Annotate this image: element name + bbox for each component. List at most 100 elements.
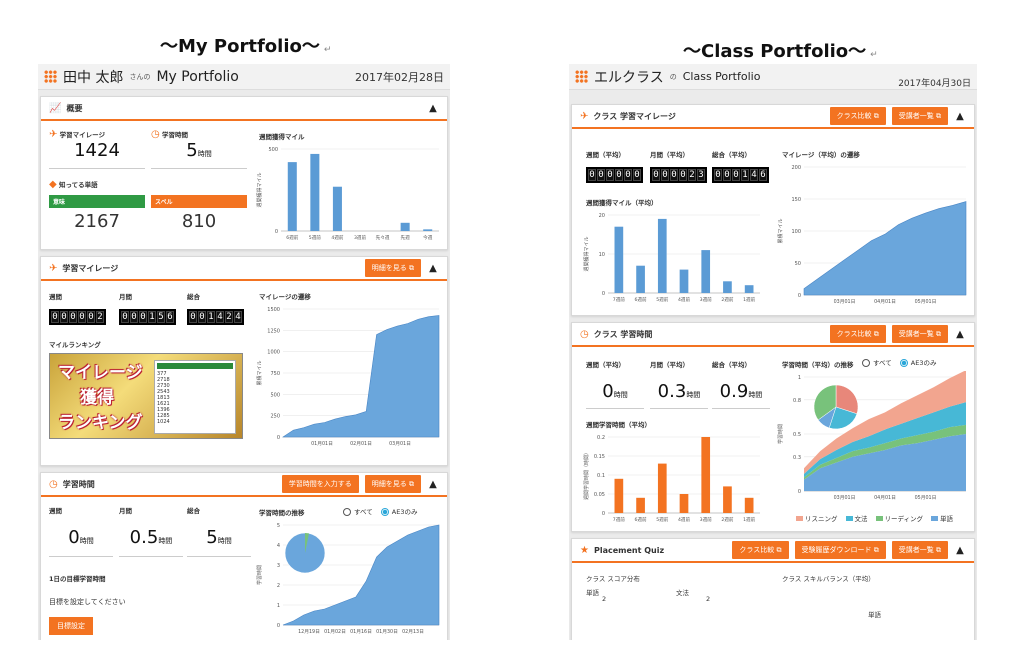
odometer-digit: 0 [87,311,95,323]
collapse-icon[interactable]: ▲ [956,110,964,122]
overview-title: 概要 [66,103,83,113]
x-tick-label: 04月01日 [874,299,896,305]
y-tick-label: 0 [277,623,280,629]
x-tick-label: 6週前 [286,234,299,241]
y-tick-label: 0.1 [597,473,605,479]
my-portfolio-screenshot: 田中 太郎 さんの My Portfolio 2017年02月28日 📈 概要 ▲ … [38,64,450,640]
odometer-digit: 0 [139,311,147,323]
current-date: 2017年02月28日 [355,70,444,84]
odometer-digit: 2 [225,311,233,323]
class-portfolio-screenshot: エルクラス の Class Portfolio 2017年04月30日 ✈ クラス… [569,64,977,640]
bar [287,162,297,231]
y-tick-label: 0.15 [594,454,605,460]
time-trend-chart: 学習時間 0 1 2 3 4 5 12月19日 01月02日 01月16日 01月30日 02月13日 [256,523,440,635]
y-tick-label: 5 [277,523,280,529]
odometer-digit: 0 [679,169,687,181]
y-axis-label: 学習時間 [777,424,784,444]
bar [679,494,689,513]
radio-ae3[interactable]: AE3のみ [899,357,937,367]
collapse-icon[interactable]: ▲ [429,262,437,274]
app-header: エルクラス の Class Portfolio 2017年04月30日 [569,64,977,90]
y-tick-label: 10 [599,252,605,258]
time-avg-trend-chart: 学習時間 0 0.3 0.5 0.8 1 03月01日 04月01日 05月01日 [777,371,966,501]
x-tick-label: 先々週 [376,234,390,241]
x-tick-label: 03月01日 [389,441,411,447]
class-compare-button[interactable]: クラス比較 ⧉ [829,107,886,125]
x-tick-label: 02月01日 [350,441,372,447]
x-tick-label: 7週前 [613,516,626,523]
pie-slice [828,406,858,430]
y-tick-label: 0 [277,435,280,441]
student-list-button[interactable]: 受講者一覧 ⧉ [891,325,948,343]
input-time-button[interactable]: 学習時間を入力する [281,475,359,493]
time-detail-button[interactable]: 明細を見る ⧉ [364,475,421,493]
x-tick-label: 02月13日 [402,629,424,635]
known-words-label: ◆ 知ってる単語 [49,179,98,190]
stacked-area-series [804,402,966,478]
radio-ae3[interactable]: AE3のみ [380,506,418,516]
overview-card: 📈 概要 ▲ ✈ 学習マイレージ 1424 ◷ 学習時間 5時間 ◆ 知ってる単語 … [40,96,448,250]
x-tick-label: 3週前 [700,296,713,303]
page-title: Class Portfolio [682,70,761,83]
mileage-ranking-banner[interactable]: マイレージ 獲得 ランキング 377 2718 2730 2543 1813 1621 13… [49,353,243,439]
menu-grid-icon[interactable] [44,70,57,83]
y-tick-label: 0.05 [594,492,605,498]
student-list-button[interactable]: 受講者一覧 ⧉ [891,107,948,125]
collapse-icon[interactable]: ▲ [956,544,964,556]
legend-item: リーディング [875,513,923,523]
legend-item: 文法 [845,513,868,523]
radio-all[interactable]: すべて [862,357,892,367]
weekly-avg-miles-chart: 週間獲得マイル 0 10 20 7週前 6週前 5週前 4週前 3週前 2週前 1週前 [583,213,760,303]
weekly-miles-chart: 週間獲得マイル 0 500 6週前 5週前 4週前 3週前 先々週 先週 今週 [256,147,439,241]
my-portfolio-heading: 〜My Portfolio〜 ↵ [160,36,332,57]
y-tick-label: 0 [602,511,605,517]
odometer-digit: 0 [615,169,623,181]
collapse-icon[interactable]: ▲ [429,478,437,490]
legend-item: 単語 [931,513,953,523]
menu-grid-icon[interactable] [575,70,588,83]
class-compare-button[interactable]: クラス比較 ⧉ [732,541,789,559]
meaning-stat: 意味 2167 [49,195,145,239]
y-tick-label: 0.5 [793,432,801,438]
set-goal-button[interactable]: 目標設定 [49,617,93,635]
y-tick-label: 0 [275,229,278,235]
x-tick-label: 7週前 [613,296,626,303]
x-tick-label: 03月01日 [834,495,856,501]
bar [332,186,342,231]
odometer-digit: 4 [750,169,758,181]
odometer-digit: 0 [60,311,68,323]
page-title: My Portfolio [156,68,239,85]
odometer-digit: 1 [741,169,749,181]
y-tick-label: 200 [791,165,801,171]
download-history-button[interactable]: 受験履歴ダウンロード ⧉ [794,541,886,559]
class-compare-button[interactable]: クラス比較 ⧉ [829,325,886,343]
stacked-area-series [804,371,966,474]
class-portfolio-heading: 〜Class Portfolio〜 ↵ [683,41,878,62]
clock-icon: ◷ [580,328,589,340]
x-tick-label: 5週前 [656,516,669,523]
odometer-digit: 5 [157,311,165,323]
clock-icon: ◷ [49,478,58,490]
collapse-icon[interactable]: ▲ [429,102,437,114]
radio-all[interactable]: すべて [343,506,373,516]
collapse-icon[interactable]: ▲ [956,328,964,340]
y-tick-label: 0 [602,291,605,297]
x-tick-label: 12月19日 [298,629,320,635]
app-header: 田中 太郎 さんの My Portfolio 2017年02月28日 [38,64,450,90]
area-series [281,315,440,438]
y-tick-label: 20 [599,213,605,219]
x-tick-label: 01月30日 [376,629,398,635]
x-tick-label: 4週前 [331,234,344,241]
y-tick-label: 4 [277,543,280,549]
stacked-area-series [804,434,966,491]
student-list-button[interactable]: 受講者一覧 ⧉ [891,541,948,559]
chart-icon: 📈 [49,102,62,114]
x-tick-label: 01月02日 [324,629,346,635]
pie-slice [813,384,837,421]
odometer-digit: 0 [51,311,59,323]
study-time-card: ◷ 学習時間 学習時間を入力する 明細を見る ⧉ ▲ 週間 0時間 月間 0.5時間 総合 5… [40,472,448,640]
mileage-detail-button[interactable]: 明細を見る ⧉ [364,259,421,277]
